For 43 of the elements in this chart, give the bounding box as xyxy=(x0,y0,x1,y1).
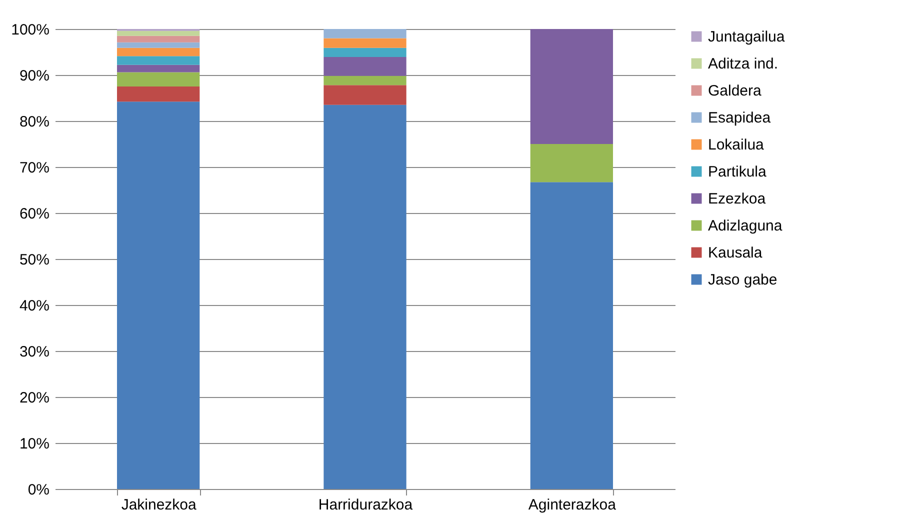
bar xyxy=(530,182,613,489)
legend-label: Lokailua xyxy=(708,136,765,154)
y-tick-label: 50% xyxy=(19,252,50,268)
legend-label: Aditza ind. xyxy=(708,56,778,72)
bar xyxy=(117,102,200,489)
y-tick-label: 40% xyxy=(19,298,50,314)
y-tick-label: 0% xyxy=(28,482,50,498)
bar xyxy=(324,76,406,86)
y-tick-label: 100% xyxy=(11,22,50,38)
legend-label: Kausala xyxy=(708,244,763,262)
x-tick-label: Aginterazkoa xyxy=(528,496,617,514)
bar xyxy=(324,85,406,105)
y-tick-label: 60% xyxy=(19,206,50,222)
bar xyxy=(117,64,200,72)
bar xyxy=(530,29,613,144)
legend-label: Adizlaguna xyxy=(708,218,783,234)
y-tick-label: 20% xyxy=(19,390,50,406)
bar xyxy=(324,29,406,38)
legend-label: Galdera xyxy=(708,82,762,100)
bar xyxy=(117,56,200,65)
bar xyxy=(117,48,200,56)
legend-label: Ezezkoa xyxy=(708,190,766,208)
y-tick-label: 80% xyxy=(19,114,50,130)
bar xyxy=(117,30,200,36)
y-tick-label: 10% xyxy=(19,436,50,452)
bar xyxy=(117,86,200,102)
bar xyxy=(117,42,200,48)
bar xyxy=(324,38,406,48)
legend-label: Jaso gabe xyxy=(708,272,778,288)
bar xyxy=(117,36,200,42)
bar xyxy=(530,144,613,182)
legend-label: Esapidea xyxy=(708,110,772,126)
x-tick-label: Harridurazkoa xyxy=(318,496,414,514)
y-tick-label: 90% xyxy=(19,68,50,84)
y-tick-label: 30% xyxy=(19,344,50,360)
x-tick-label: Jakinezkoa xyxy=(121,496,198,514)
bar xyxy=(117,72,200,86)
bar xyxy=(324,48,406,58)
legend-label: Partikula xyxy=(708,164,768,180)
bar xyxy=(324,57,406,76)
bar xyxy=(324,104,406,489)
legend-label: Juntagailua xyxy=(708,28,786,46)
y-tick-label: 70% xyxy=(19,160,50,176)
